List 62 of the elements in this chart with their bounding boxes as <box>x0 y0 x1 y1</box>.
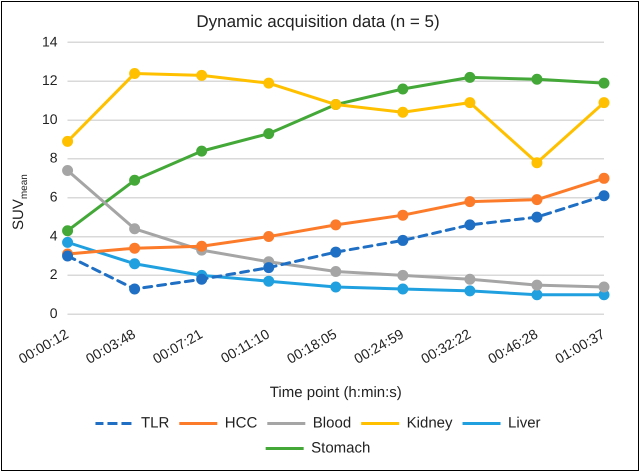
point <box>531 289 542 300</box>
point <box>598 282 610 293</box>
point <box>62 165 74 176</box>
point <box>464 274 476 285</box>
y-tick-label: 14 <box>42 33 58 50</box>
x-axis-title: Time point (h:min:s) <box>270 384 402 402</box>
point <box>263 78 274 89</box>
point <box>196 240 208 252</box>
point <box>397 234 408 246</box>
legend-label: HCC <box>224 414 258 432</box>
point <box>464 196 476 208</box>
point <box>397 270 408 281</box>
point <box>196 70 208 81</box>
point <box>397 283 408 294</box>
legend-label: Blood <box>312 414 352 432</box>
point <box>598 97 610 108</box>
point <box>598 78 610 89</box>
point <box>196 146 208 157</box>
point <box>129 258 140 270</box>
point <box>62 236 74 248</box>
point <box>531 74 542 85</box>
point <box>397 83 408 94</box>
y-tick-label: 8 <box>50 150 58 166</box>
y-tick-label: 0 <box>50 305 58 322</box>
legend-label: TLR <box>140 414 170 432</box>
point <box>129 174 140 186</box>
point <box>129 68 140 79</box>
point <box>263 128 274 140</box>
point <box>330 282 342 293</box>
point <box>464 72 476 83</box>
point <box>129 223 140 234</box>
point <box>464 219 476 230</box>
point <box>531 157 542 168</box>
point <box>62 136 74 147</box>
point <box>129 242 140 254</box>
y-tick-label: 4 <box>50 227 58 244</box>
point <box>330 219 342 230</box>
y-tick-label: 6 <box>50 188 58 205</box>
point <box>598 172 610 184</box>
point <box>62 225 74 236</box>
legend-label: Liver <box>508 414 541 432</box>
point <box>397 106 408 118</box>
y-tick-label: 2 <box>50 266 58 282</box>
point <box>464 97 476 108</box>
point <box>330 266 342 277</box>
point <box>196 274 208 285</box>
point <box>129 283 140 294</box>
chart-title: Dynamic acquisition data (n = 5) <box>196 12 440 31</box>
point <box>531 194 542 206</box>
point <box>531 212 542 223</box>
legend-label: Kidney <box>406 414 454 432</box>
legend-label: Stomach <box>311 440 370 457</box>
point <box>397 210 408 221</box>
point <box>263 262 274 274</box>
point <box>263 231 274 242</box>
y-tick-label: 12 <box>42 72 58 88</box>
point <box>531 280 542 291</box>
y-tick-label: 10 <box>42 110 58 127</box>
point <box>464 285 476 296</box>
point <box>263 276 274 287</box>
point <box>598 190 610 202</box>
point <box>330 246 342 258</box>
